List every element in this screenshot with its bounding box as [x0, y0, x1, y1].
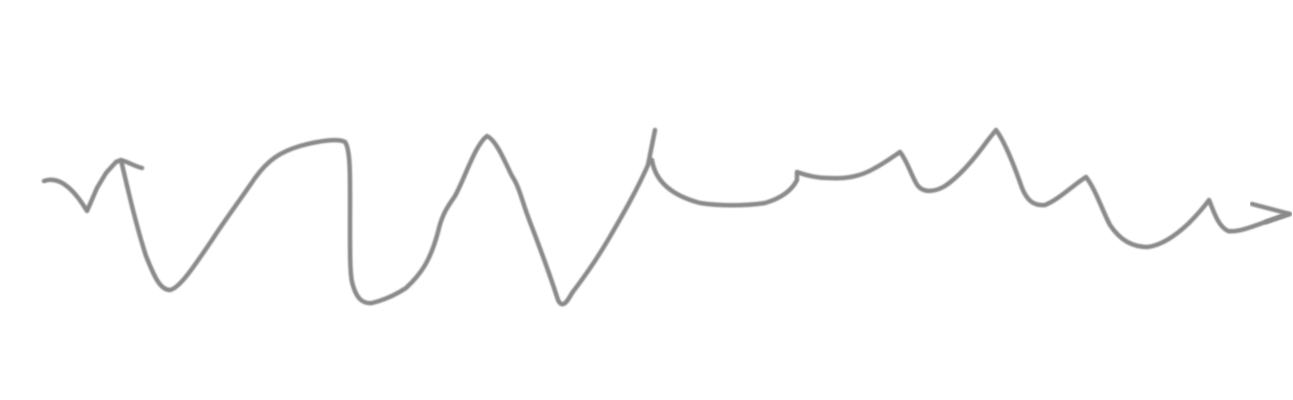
scribble-line: [41, 127, 1291, 307]
arrow-head-icon: [1249, 201, 1293, 225]
